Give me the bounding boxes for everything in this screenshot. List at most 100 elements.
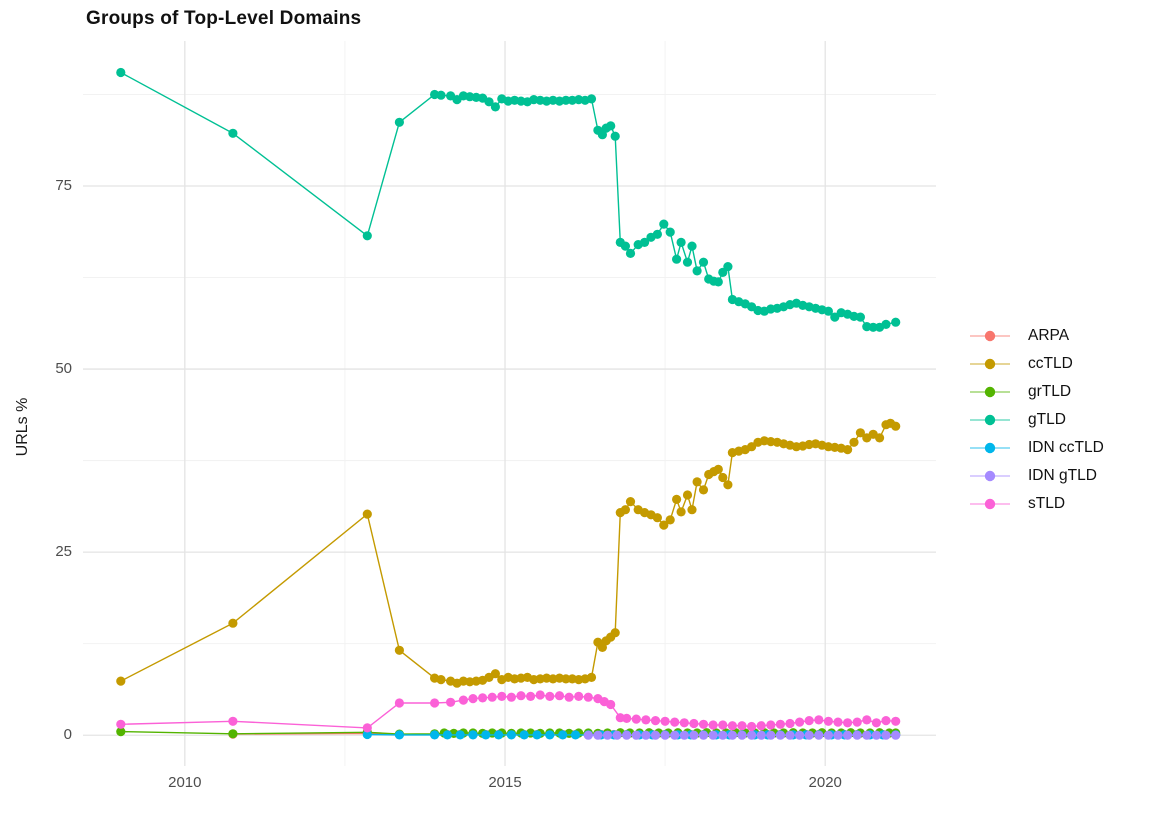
series-gtld (116, 67, 901, 332)
data-point (610, 628, 620, 638)
data-point (682, 490, 693, 500)
data-point (747, 442, 757, 452)
data-point (446, 697, 456, 707)
data-point (620, 505, 631, 515)
data-point (394, 698, 404, 708)
y-tick-label: 75 (55, 177, 72, 194)
data-point (545, 730, 555, 740)
data-point (698, 257, 709, 267)
data-point (795, 730, 805, 740)
data-point (650, 730, 661, 740)
data-point (814, 730, 824, 740)
data-point (622, 713, 632, 724)
data-point (679, 730, 689, 740)
data-point (692, 266, 702, 276)
data-point (881, 730, 891, 740)
legend-key-icon (970, 498, 1010, 510)
data-point (855, 312, 866, 322)
data-point (631, 730, 641, 740)
series-line (120, 71, 896, 328)
data-point (737, 730, 747, 740)
data-point (687, 505, 697, 515)
data-point (871, 718, 882, 728)
data-point (394, 730, 404, 740)
data-point (116, 719, 126, 729)
data-point (606, 699, 616, 710)
legend-label: sTLD (1028, 495, 1066, 512)
data-point (545, 691, 555, 702)
data-point (659, 520, 669, 530)
data-point (564, 692, 574, 702)
data-point (891, 317, 901, 327)
legend-item-grtld: grTLD (968, 378, 1104, 406)
legend-key-icon (970, 414, 1010, 426)
data-point (843, 718, 853, 728)
data-point (625, 497, 636, 507)
data-point (583, 730, 593, 740)
y-tick-label: 50 (55, 360, 72, 378)
legend-item-arpa: ARPA (968, 322, 1104, 350)
data-point (823, 716, 834, 726)
data-point (723, 262, 733, 272)
legend: ARPA ccTLD grTLD gTLD IDN ccTLD IDN gTLD sTLD (968, 322, 1104, 518)
data-point (718, 730, 728, 740)
data-point (516, 691, 526, 701)
data-point (458, 695, 468, 705)
data-point (891, 716, 901, 726)
data-point (676, 237, 686, 247)
data-point (487, 692, 497, 702)
data-point (862, 730, 872, 740)
legend-item-gtld: gTLD (968, 406, 1104, 434)
data-point (622, 730, 632, 740)
data-point (506, 692, 516, 702)
data-point (676, 507, 686, 517)
data-point (708, 730, 718, 740)
data-point (494, 730, 504, 740)
data-point (804, 716, 814, 726)
data-point (394, 117, 404, 127)
data-point (620, 241, 631, 251)
data-point (785, 730, 795, 740)
series-line (120, 422, 897, 684)
data-point (833, 717, 843, 727)
data-point (116, 727, 126, 737)
data-point (785, 718, 795, 729)
data-point (612, 730, 622, 740)
legend-label: IDN gTLD (1028, 467, 1097, 484)
data-point (535, 690, 545, 700)
data-point (862, 715, 872, 725)
data-point (672, 254, 682, 264)
data-point (823, 730, 834, 740)
data-point (526, 691, 536, 702)
legend-key-icon (970, 330, 1010, 342)
data-point (430, 730, 440, 740)
data-point (665, 227, 675, 237)
data-point (775, 719, 786, 729)
data-point (641, 730, 651, 740)
data-point (698, 485, 709, 495)
data-point (766, 730, 776, 740)
data-point (490, 669, 500, 679)
data-point (682, 257, 693, 267)
data-point (640, 237, 650, 247)
data-point (723, 480, 733, 490)
data-point (650, 716, 661, 726)
data-point (602, 730, 613, 740)
data-point (747, 730, 757, 740)
data-point (228, 729, 238, 739)
data-point (490, 102, 500, 112)
data-point (855, 428, 866, 438)
data-point (871, 730, 882, 740)
data-point (830, 312, 840, 322)
data-point (868, 322, 878, 332)
data-point (228, 128, 238, 138)
data-point (852, 717, 862, 727)
series-stld (116, 690, 901, 733)
data-point (362, 231, 372, 241)
data-point (394, 645, 404, 655)
series-cctld (116, 418, 901, 688)
data-point (586, 94, 597, 104)
y-tick-label: 25 (55, 543, 72, 561)
data-point (631, 714, 641, 724)
data-point (362, 509, 372, 519)
